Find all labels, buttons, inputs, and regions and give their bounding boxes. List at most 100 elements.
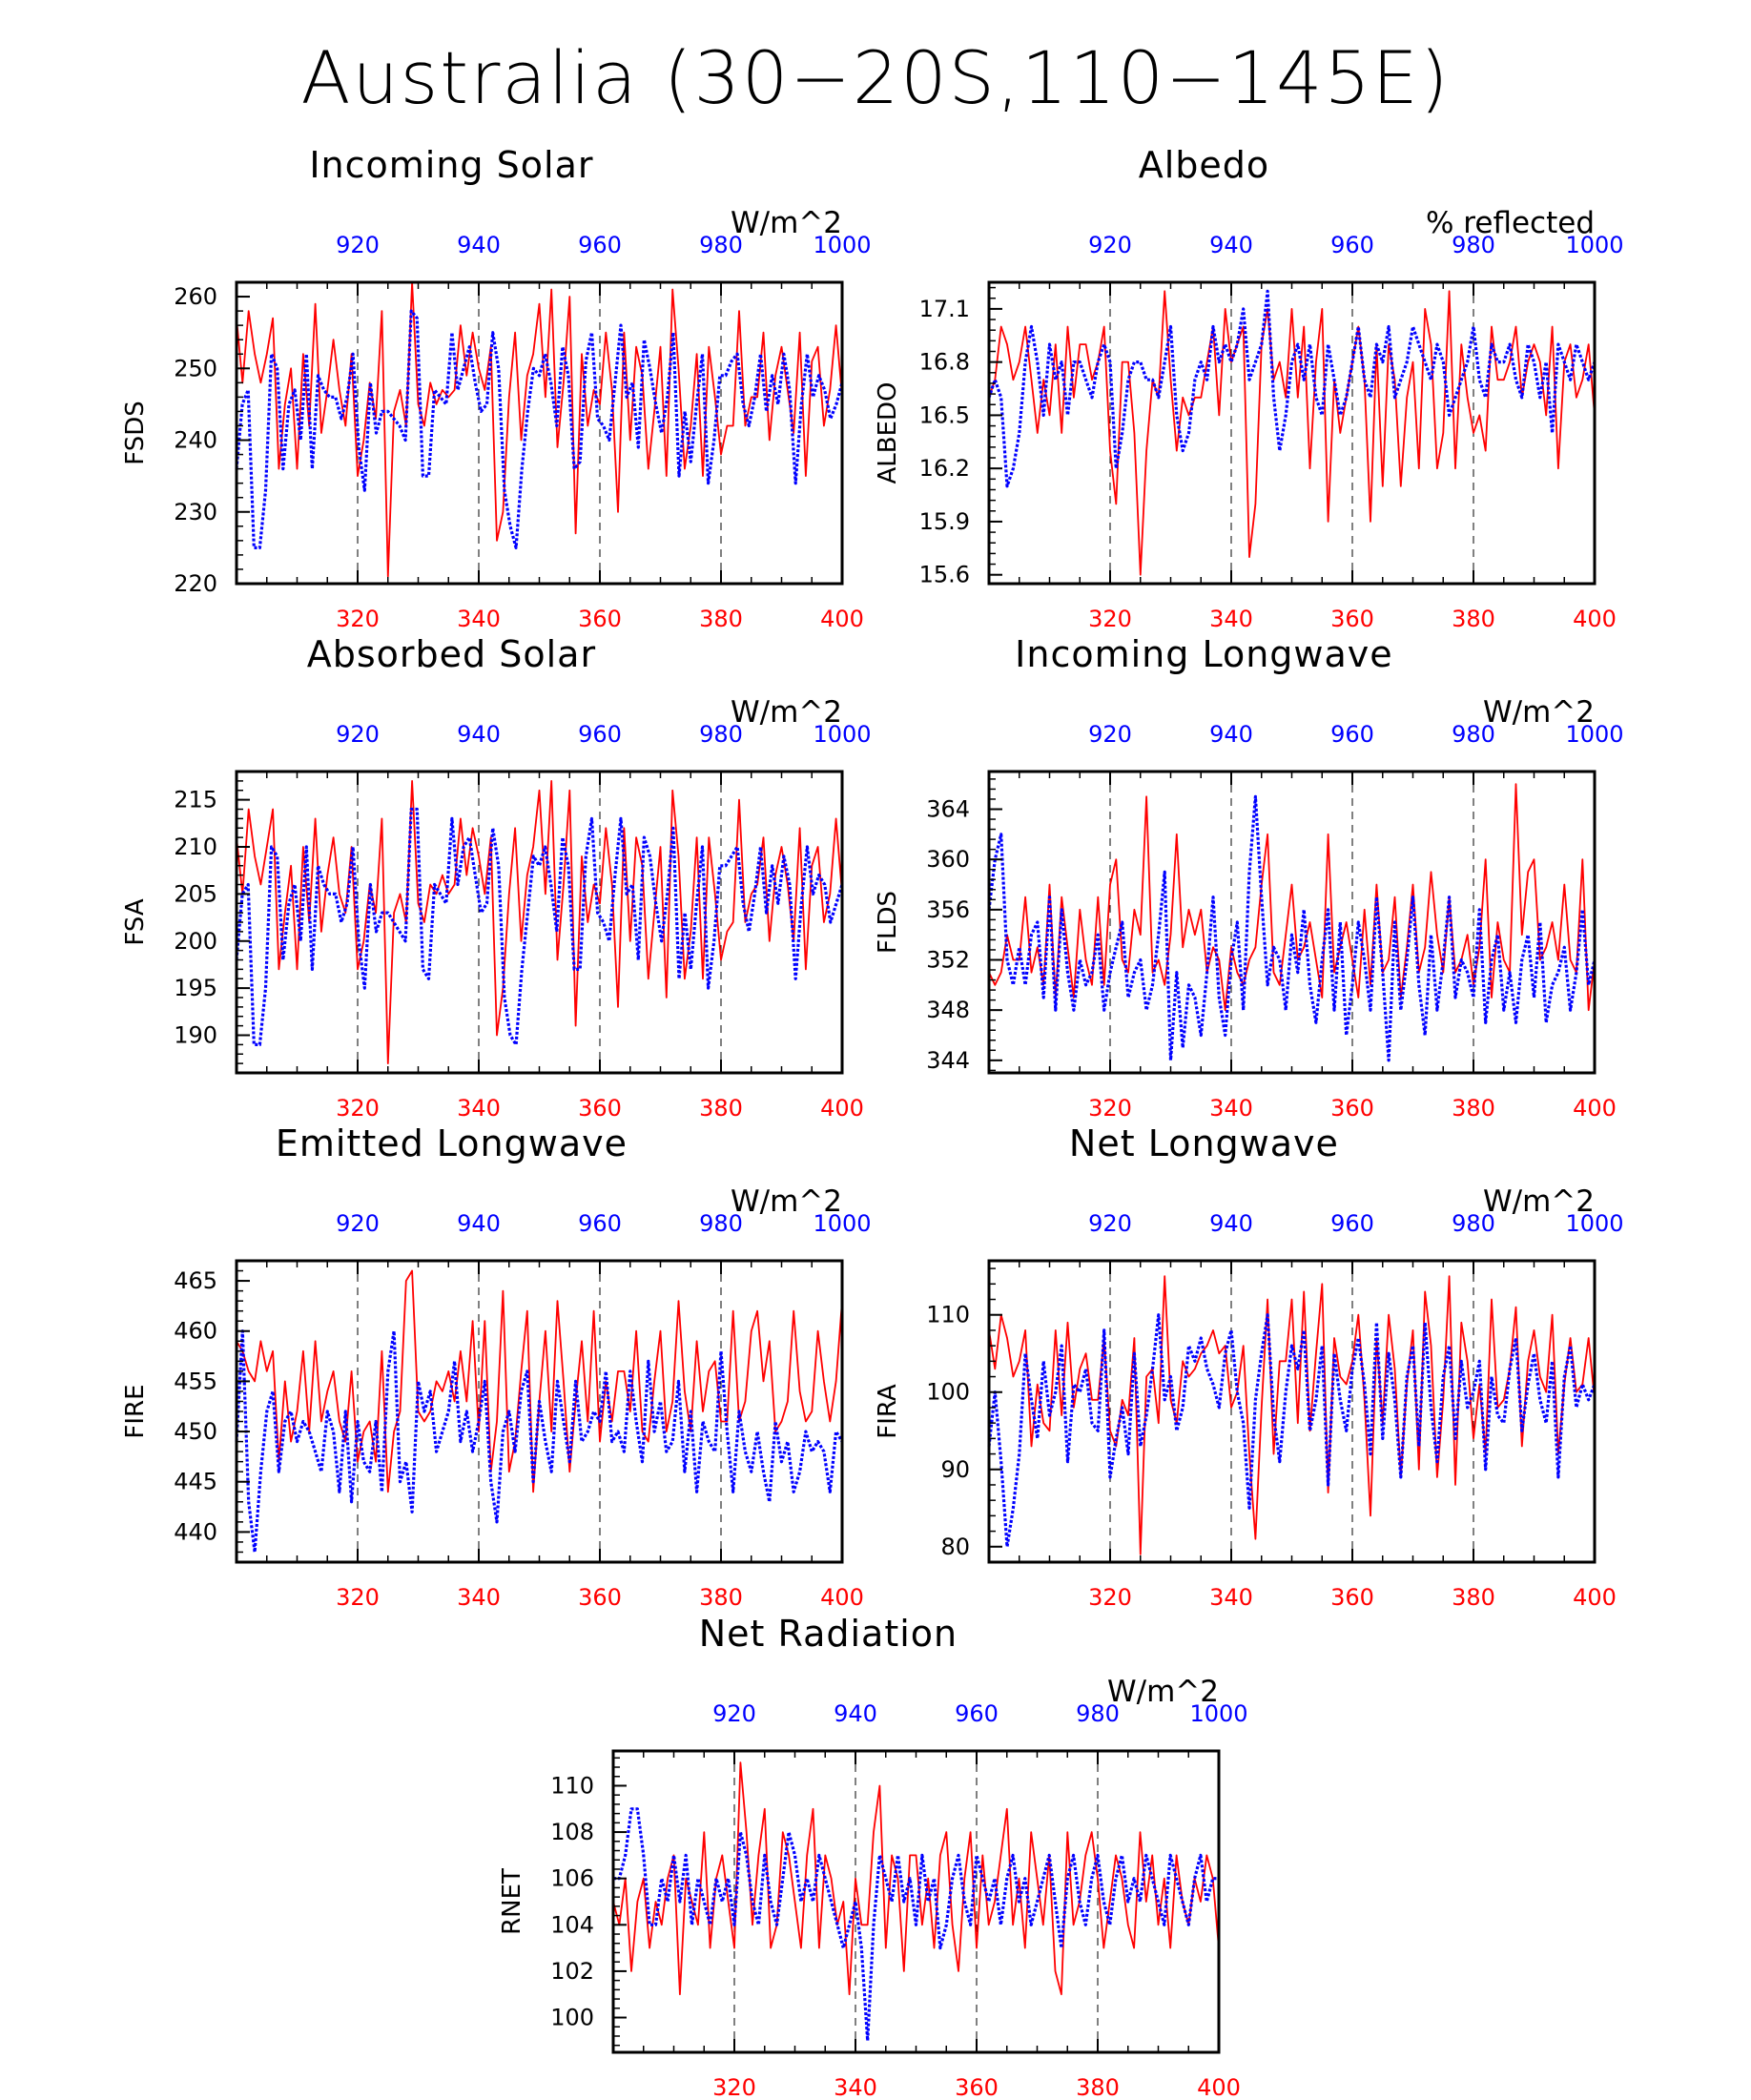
x-tick-label-bottom: 360 [578, 1584, 622, 1611]
series-line-red [988, 290, 1596, 576]
x-tick-label-top: 940 [1209, 721, 1253, 748]
x-tick-label-top: 1000 [813, 721, 871, 748]
panel-4: Incoming Longwave W/m^2 320 340 360 380 400 920… [874, 633, 1624, 1122]
panels-container: Incoming Solar W/m^2 320 340 360 380 400 920 940… [121, 144, 1624, 2100]
series-line-blue [235, 1329, 844, 1554]
x-tick-label-top: 980 [1452, 721, 1495, 748]
y-tick-label: 360 [926, 846, 970, 873]
x-tick-label-bottom: 380 [699, 1095, 743, 1122]
series-line-red [236, 281, 843, 578]
x-tick-label-bottom: 340 [457, 1584, 501, 1611]
x-tick-label-top: 960 [1330, 721, 1374, 748]
series-line-red [988, 1275, 1596, 1555]
x-tick-label-top: 1000 [813, 1210, 871, 1237]
x-tick-label-bottom: 340 [834, 2074, 877, 2100]
x-tick-label-top: 920 [336, 1210, 380, 1237]
y-tick-label: 80 [940, 1534, 970, 1560]
units-label: W/m^2 [731, 206, 842, 240]
panel-title: Absorbed Solar [307, 633, 596, 675]
units-label: W/m^2 [731, 695, 842, 730]
panel-title: Net Radiation [699, 1613, 958, 1655]
x-tick-label-bottom: 320 [336, 1584, 380, 1611]
units-label: W/m^2 [731, 1184, 842, 1219]
x-tick-label-bottom: 380 [1452, 1095, 1495, 1122]
x-tick-label-top: 920 [1088, 721, 1132, 748]
y-tick-label: 17.1 [919, 296, 970, 322]
y-tick-label: 450 [174, 1418, 217, 1445]
y-tick-label: 460 [174, 1318, 217, 1345]
y-tick-label: 110 [550, 1772, 594, 1799]
x-tick-label-bottom: 320 [1088, 606, 1132, 632]
y-axis-label: ALBEDO [874, 381, 902, 484]
x-tick-label-top: 920 [1088, 1210, 1132, 1237]
y-tick-label: 352 [926, 947, 970, 974]
x-tick-label-bottom: 360 [1330, 606, 1374, 632]
plot-frame [987, 280, 1596, 586]
x-tick-label-bottom: 360 [1330, 1095, 1374, 1122]
x-tick-label-top: 980 [699, 232, 743, 258]
x-tick-label-bottom: 340 [1209, 606, 1253, 632]
x-tick-label-top: 1000 [1565, 1210, 1623, 1237]
x-tick-label-bottom: 360 [578, 606, 622, 632]
y-tick-label: 15.9 [919, 508, 970, 535]
y-tick-label: 106 [550, 1865, 594, 1892]
y-tick-label: 440 [174, 1518, 217, 1545]
series-line-blue [987, 1313, 1596, 1549]
y-tick-label: 16.2 [919, 455, 970, 482]
y-tick-label: 260 [174, 283, 217, 310]
x-tick-label-bottom: 340 [1209, 1584, 1253, 1611]
x-tick-label-bottom: 360 [1330, 1584, 1374, 1611]
panel-title: Incoming Longwave [1015, 633, 1392, 675]
x-tick-label-bottom: 360 [578, 1095, 622, 1122]
x-tick-label-bottom: 400 [1573, 606, 1617, 632]
panel-2: Albedo % reflected 320 340 360 380 400 920 940 96… [874, 144, 1624, 632]
panel-title: Albedo [1139, 144, 1269, 186]
y-tick-label: 16.8 [919, 349, 970, 376]
y-tick-label: 455 [174, 1368, 217, 1394]
x-tick-label-bottom: 320 [712, 2074, 756, 2100]
series-line-blue [235, 807, 844, 1047]
x-tick-label-top: 940 [457, 721, 501, 748]
x-tick-label-bottom: 320 [1088, 1095, 1132, 1122]
panel-3: Absorbed Solar W/m^2 320 340 360 380 400 920 940… [121, 633, 872, 1122]
y-tick-label: 100 [550, 2005, 594, 2031]
x-tick-label-top: 980 [699, 721, 743, 748]
x-tick-label-top: 940 [1209, 1210, 1253, 1237]
y-tick-label: 250 [174, 355, 217, 381]
y-tick-label: 240 [174, 427, 217, 454]
x-tick-label-top: 920 [712, 1700, 756, 1727]
y-tick-label: 110 [926, 1302, 970, 1328]
panel-7: Net Radiation W/m^2 320 340 360 380 400 920 940 9… [498, 1613, 1248, 2100]
x-tick-label-bottom: 400 [1573, 1095, 1617, 1122]
y-tick-label: 102 [550, 1958, 594, 1985]
x-tick-label-top: 940 [457, 1210, 501, 1237]
x-tick-label-top: 1000 [1189, 1700, 1247, 1727]
x-tick-label-bottom: 380 [1452, 1584, 1495, 1611]
units-label: % reflected [1426, 206, 1595, 240]
series-line-blue [987, 289, 1596, 488]
panel-5: Emitted Longwave W/m^2 320 340 360 380 400 920 9… [121, 1122, 872, 1611]
plot-frame [235, 770, 844, 1075]
panel-title: Emitted Longwave [276, 1122, 628, 1164]
x-tick-label-top: 940 [834, 1700, 877, 1727]
series-line-blue [613, 1807, 1219, 2043]
x-tick-label-top: 960 [578, 721, 622, 748]
series-line-red [612, 1761, 1220, 1996]
x-tick-label-bottom: 360 [955, 2074, 999, 2100]
x-tick-label-bottom: 380 [1076, 2074, 1120, 2100]
figure-title: Australia (30−20S,110−145E) [301, 35, 1451, 120]
panel-1: Incoming Solar W/m^2 320 340 360 380 400 920 940… [121, 144, 872, 632]
y-tick-label: 465 [174, 1267, 217, 1294]
y-tick-label: 90 [940, 1456, 970, 1483]
units-label: W/m^2 [1483, 1184, 1595, 1219]
x-tick-label-bottom: 380 [699, 1584, 743, 1611]
y-tick-label: 15.6 [919, 562, 970, 588]
x-tick-label-top: 980 [1452, 232, 1495, 258]
x-tick-label-bottom: 320 [336, 1095, 380, 1122]
units-label: W/m^2 [1107, 1675, 1219, 1709]
series-line-red [236, 1269, 843, 1493]
x-tick-label-top: 940 [1209, 232, 1253, 258]
x-tick-label-top: 960 [578, 232, 622, 258]
x-tick-label-top: 1000 [813, 232, 871, 258]
